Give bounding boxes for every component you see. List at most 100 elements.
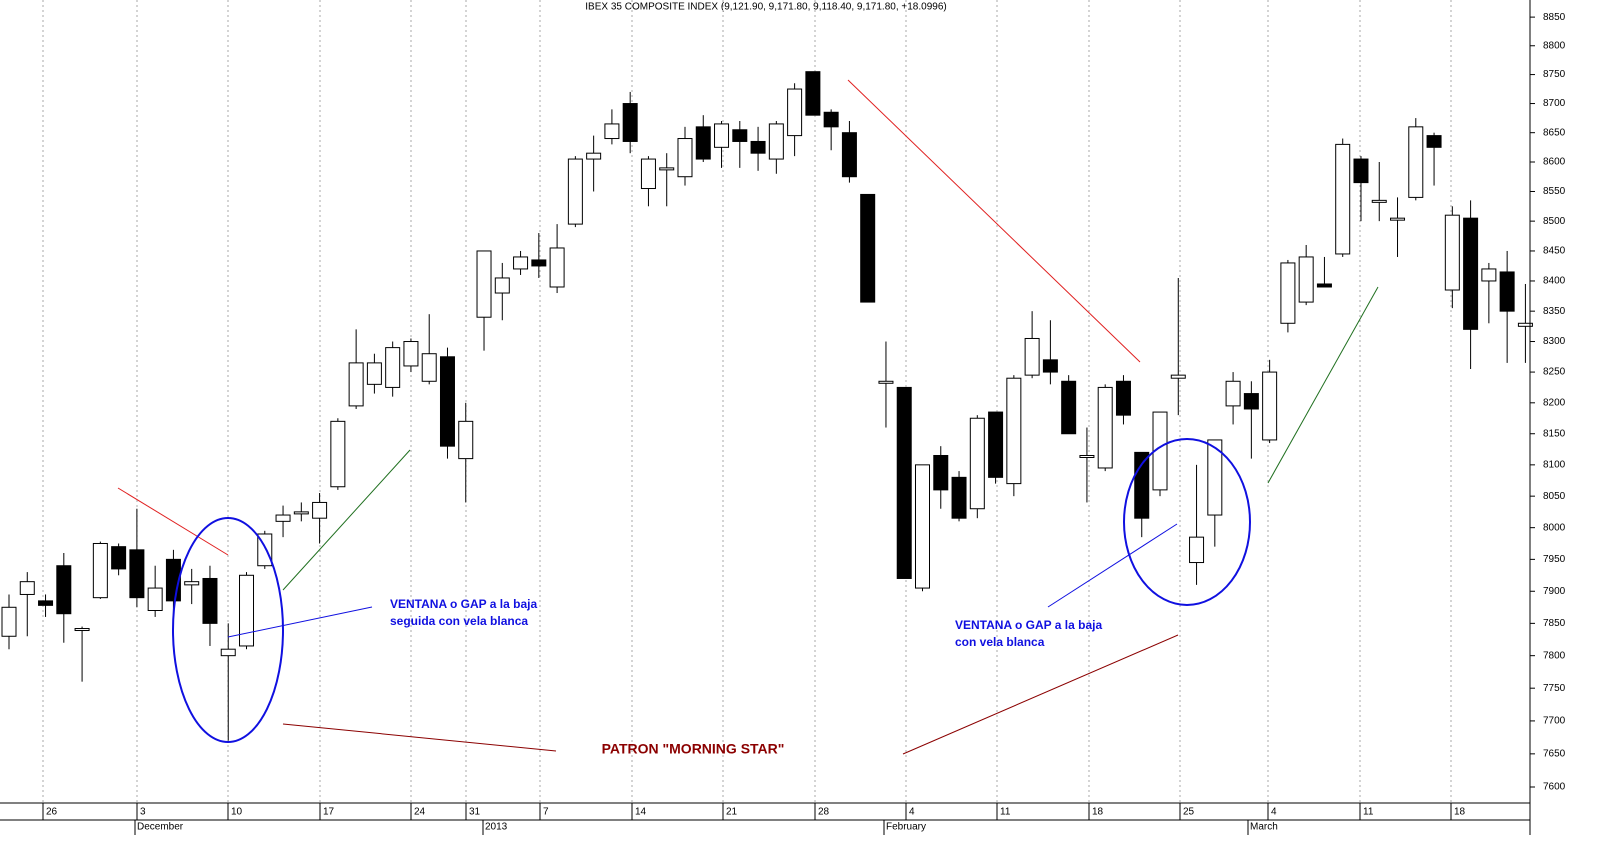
candle-body [38,600,54,606]
candle-body [1225,380,1241,407]
candle-body [366,362,382,385]
candle-body [348,362,364,407]
x-period-label: 2013 [485,822,508,833]
x-tick-label: 18 [1454,807,1466,818]
y-tick-label: 8800 [1543,40,1566,51]
candle-body [56,565,72,615]
candle-body [1262,371,1278,441]
x-tick-label: 21 [726,807,738,818]
candle-body [1024,337,1040,376]
y-tick-label: 8100 [1543,459,1566,470]
candle-body [714,123,730,148]
y-tick-label: 7950 [1543,554,1566,565]
candle-body [1499,271,1515,312]
candle-body [494,277,510,294]
chart-title: IBEX 35 COMPOSITE INDEX (9,121.90, 9,171… [585,2,946,13]
annotation: con vela blanca [955,635,1045,649]
candle-body [421,353,437,382]
x-tick-label: 11 [1000,807,1011,818]
candle-body [92,542,108,599]
candle-body [385,347,401,388]
x-tick-label: 4 [909,807,915,818]
candle-body [677,138,693,178]
candle-body [1207,439,1223,516]
candle-body [330,420,346,488]
candle-body [933,454,949,491]
x-tick-label: 18 [1092,807,1104,818]
candle-body [1061,380,1077,435]
y-tick-label: 8650 [1543,127,1566,138]
candle-body [476,250,492,318]
y-tick-label: 8550 [1543,186,1566,197]
candle-body [1353,158,1369,184]
x-period-label: February [886,822,926,833]
candle-body [1517,322,1533,327]
annotation: seguida con vela blanca [390,614,528,628]
x-tick-label: 31 [469,807,481,818]
annotation: VENTANA o GAP a la baja [955,618,1102,632]
candle-body [1097,386,1113,469]
candle-body [220,648,236,657]
candle-body [147,587,163,611]
candle-body [841,132,857,178]
candle-body [969,417,985,510]
y-tick-label: 7600 [1543,782,1566,793]
candle-body [1243,393,1259,410]
candle-body [239,574,255,647]
y-tick-label: 8350 [1543,306,1566,317]
annotation: PATRON "MORNING STAR" [602,741,785,757]
y-tick-label: 8200 [1543,397,1566,408]
candle-body [513,256,529,270]
trend-line [282,449,411,591]
x-tick-label: 26 [46,807,58,818]
candle-body [567,158,583,225]
candle-body [1280,262,1296,324]
y-tick-label: 8700 [1543,98,1566,109]
candle-body [640,158,656,190]
pointer-line [282,723,557,752]
candle-body [951,476,967,519]
y-tick-label: 7650 [1543,748,1566,759]
candle-body [184,581,200,586]
candle-body [1115,380,1131,416]
x-tick-label: 11 [1363,807,1374,818]
y-tick-label: 8250 [1543,367,1566,378]
candle-body [604,123,620,140]
x-period-label: December [137,822,184,833]
y-tick-label: 8300 [1543,336,1566,347]
candle-body [787,88,803,137]
candle-body [622,103,638,142]
candle-body [1006,377,1022,485]
trend-line [117,487,229,556]
candle-body [1335,143,1351,255]
candle-body [732,129,748,142]
candle-body [1463,217,1479,330]
annotation: VENTANA o GAP a la baja [390,597,537,611]
x-tick-label: 14 [635,807,647,818]
candle-body [439,356,455,447]
candle-body [1390,217,1406,221]
y-tick-label: 8750 [1543,69,1566,80]
candle-body [1371,199,1387,203]
candle-body [1316,283,1332,288]
trend-line [847,79,1141,363]
candle-body [768,123,784,160]
x-tick-label: 10 [231,807,243,818]
candle-body [1298,256,1314,303]
candle-body [896,386,912,579]
y-tick-label: 8500 [1543,216,1566,227]
y-tick-label: 8150 [1543,428,1566,439]
grid [42,0,1452,803]
y-tick-label: 8450 [1543,246,1566,257]
candle-body [750,140,766,154]
candle-body [111,546,127,570]
candle-body [403,341,419,367]
axes: 7600 7650 7700 7750 7800 7850 7900 7950 8000 8050… [0,0,1566,835]
candle-body [988,411,1004,478]
y-tick-label: 7700 [1543,716,1566,727]
candle-body [293,511,309,515]
candle-body [805,71,821,116]
highlight-ellipse [172,517,284,743]
